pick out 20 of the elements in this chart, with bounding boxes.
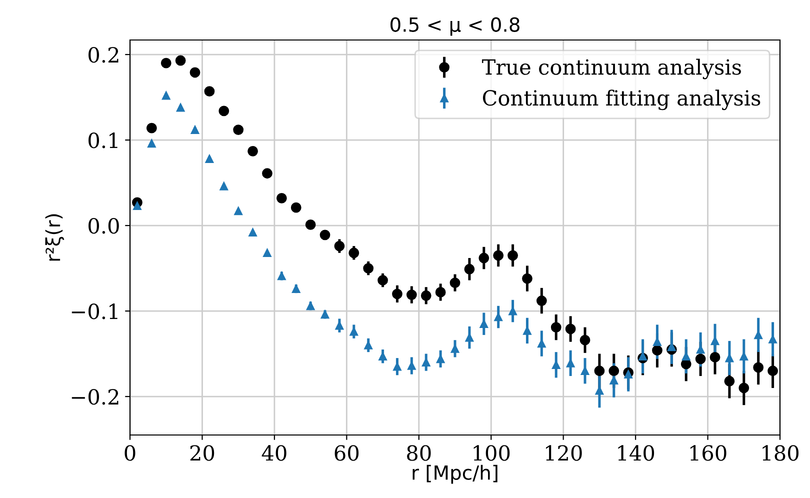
y-tick-label: 0.2 [88, 46, 118, 63]
y-axis-title: r²ξ(r) [45, 214, 64, 261]
x-tick-label: 40 [262, 445, 286, 461]
x-tick-label: 160 [690, 445, 726, 461]
chart-title: 0.5 < μ < 0.8 [390, 17, 520, 36]
x-axis-title: r [Mpc/h] [412, 464, 498, 484]
y-tick-label: 0.0 [88, 218, 119, 234]
legend-label: True continuum analysis [482, 58, 741, 80]
x-tick-label: 120 [546, 445, 582, 461]
x-tick-label: 80 [407, 445, 431, 461]
x-tick-label: 180 [762, 445, 798, 461]
x-tick-label: 0 [124, 445, 136, 461]
x-tick-label: 140 [618, 445, 654, 461]
y-tick-label: −0.2 [72, 388, 118, 405]
x-tick-label: 60 [334, 445, 359, 461]
x-tick-label: 20 [190, 445, 214, 461]
legend-label: Continuum fitting analysis [482, 90, 760, 110]
x-tick-label: 100 [474, 445, 510, 461]
y-tick-label: −0.1 [72, 303, 118, 320]
y-tick-label: 0.1 [88, 132, 118, 148]
